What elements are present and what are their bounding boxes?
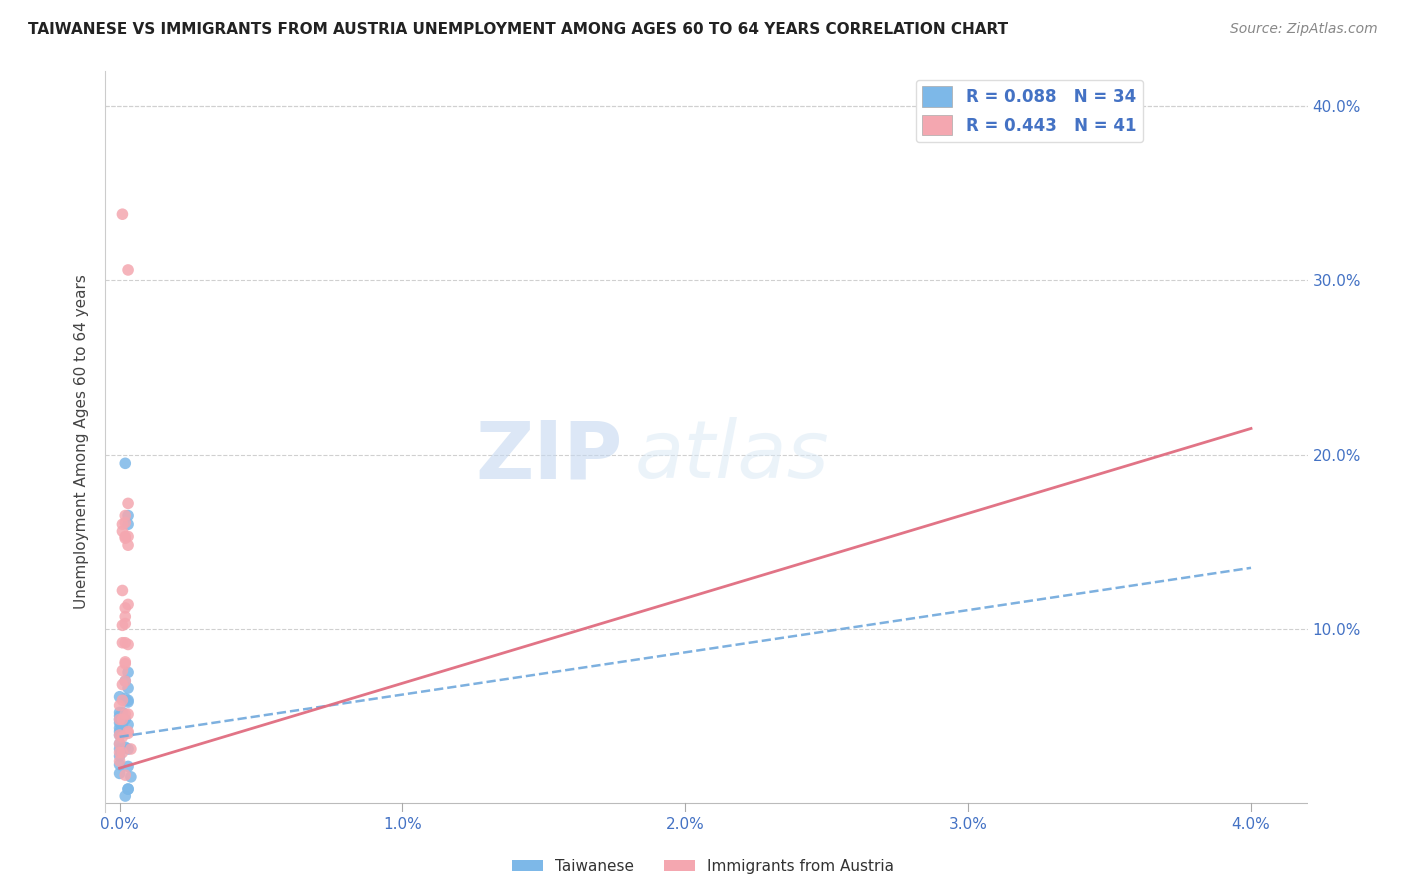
- Point: [114, 789, 136, 803]
- Point: [114, 636, 136, 650]
- Point: [114, 531, 136, 545]
- Point: [117, 517, 139, 532]
- Point: [108, 728, 131, 742]
- Point: [117, 263, 139, 277]
- Point: [114, 655, 136, 669]
- Point: [108, 754, 131, 768]
- Point: [111, 715, 134, 730]
- Point: [111, 524, 134, 539]
- Point: [108, 724, 131, 739]
- Point: [114, 657, 136, 671]
- Point: [114, 609, 136, 624]
- Point: [108, 712, 131, 726]
- Point: [117, 759, 139, 773]
- Point: [117, 724, 139, 739]
- Point: [111, 207, 134, 221]
- Point: [108, 698, 131, 713]
- Point: [117, 726, 139, 740]
- Point: [117, 665, 139, 680]
- Point: [108, 737, 131, 751]
- Point: [114, 740, 136, 755]
- Point: [111, 693, 134, 707]
- Point: [111, 664, 134, 678]
- Text: TAIWANESE VS IMMIGRANTS FROM AUSTRIA UNEMPLOYMENT AMONG AGES 60 TO 64 YEARS CORR: TAIWANESE VS IMMIGRANTS FROM AUSTRIA UNE…: [28, 22, 1008, 37]
- Point: [117, 638, 139, 652]
- Point: [114, 516, 136, 530]
- Point: [114, 529, 136, 543]
- Point: [117, 782, 139, 797]
- Point: [117, 717, 139, 731]
- Point: [108, 742, 131, 756]
- Point: [117, 742, 139, 756]
- Point: [111, 517, 134, 532]
- Point: [117, 529, 139, 543]
- Point: [108, 746, 131, 760]
- Point: [108, 757, 131, 772]
- Point: [114, 768, 136, 782]
- Point: [120, 770, 142, 784]
- Point: [117, 707, 139, 722]
- Point: [114, 691, 136, 706]
- Point: [117, 496, 139, 510]
- Point: [114, 601, 136, 615]
- Point: [108, 690, 131, 704]
- Point: [117, 538, 139, 552]
- Point: [114, 674, 136, 689]
- Point: [114, 707, 136, 722]
- Point: [111, 717, 134, 731]
- Point: [111, 712, 134, 726]
- Point: [114, 674, 136, 689]
- Point: [117, 598, 139, 612]
- Point: [111, 746, 134, 760]
- Point: [117, 782, 139, 797]
- Point: [111, 677, 134, 691]
- Point: [108, 721, 131, 735]
- Point: [117, 681, 139, 695]
- Y-axis label: Unemployment Among Ages 60 to 64 years: Unemployment Among Ages 60 to 64 years: [75, 274, 90, 609]
- Point: [108, 712, 131, 726]
- Point: [108, 709, 131, 723]
- Point: [108, 766, 131, 780]
- Text: ZIP: ZIP: [475, 417, 623, 495]
- Point: [108, 728, 131, 742]
- Text: atlas: atlas: [634, 417, 830, 495]
- Legend: R = 0.088   N = 34, R = 0.443   N = 41: R = 0.088 N = 34, R = 0.443 N = 41: [915, 79, 1143, 142]
- Legend: Taiwanese, Immigrants from Austria: Taiwanese, Immigrants from Austria: [506, 853, 900, 880]
- Point: [114, 616, 136, 631]
- Point: [114, 712, 136, 726]
- Point: [117, 695, 139, 709]
- Point: [111, 706, 134, 720]
- Point: [108, 715, 131, 730]
- Point: [114, 456, 136, 470]
- Point: [111, 636, 134, 650]
- Point: [114, 508, 136, 523]
- Point: [108, 706, 131, 720]
- Point: [117, 508, 139, 523]
- Point: [120, 742, 142, 756]
- Point: [111, 730, 134, 744]
- Point: [108, 749, 131, 764]
- Point: [117, 693, 139, 707]
- Text: Source: ZipAtlas.com: Source: ZipAtlas.com: [1230, 22, 1378, 37]
- Point: [111, 583, 134, 598]
- Point: [108, 737, 131, 751]
- Point: [111, 618, 134, 632]
